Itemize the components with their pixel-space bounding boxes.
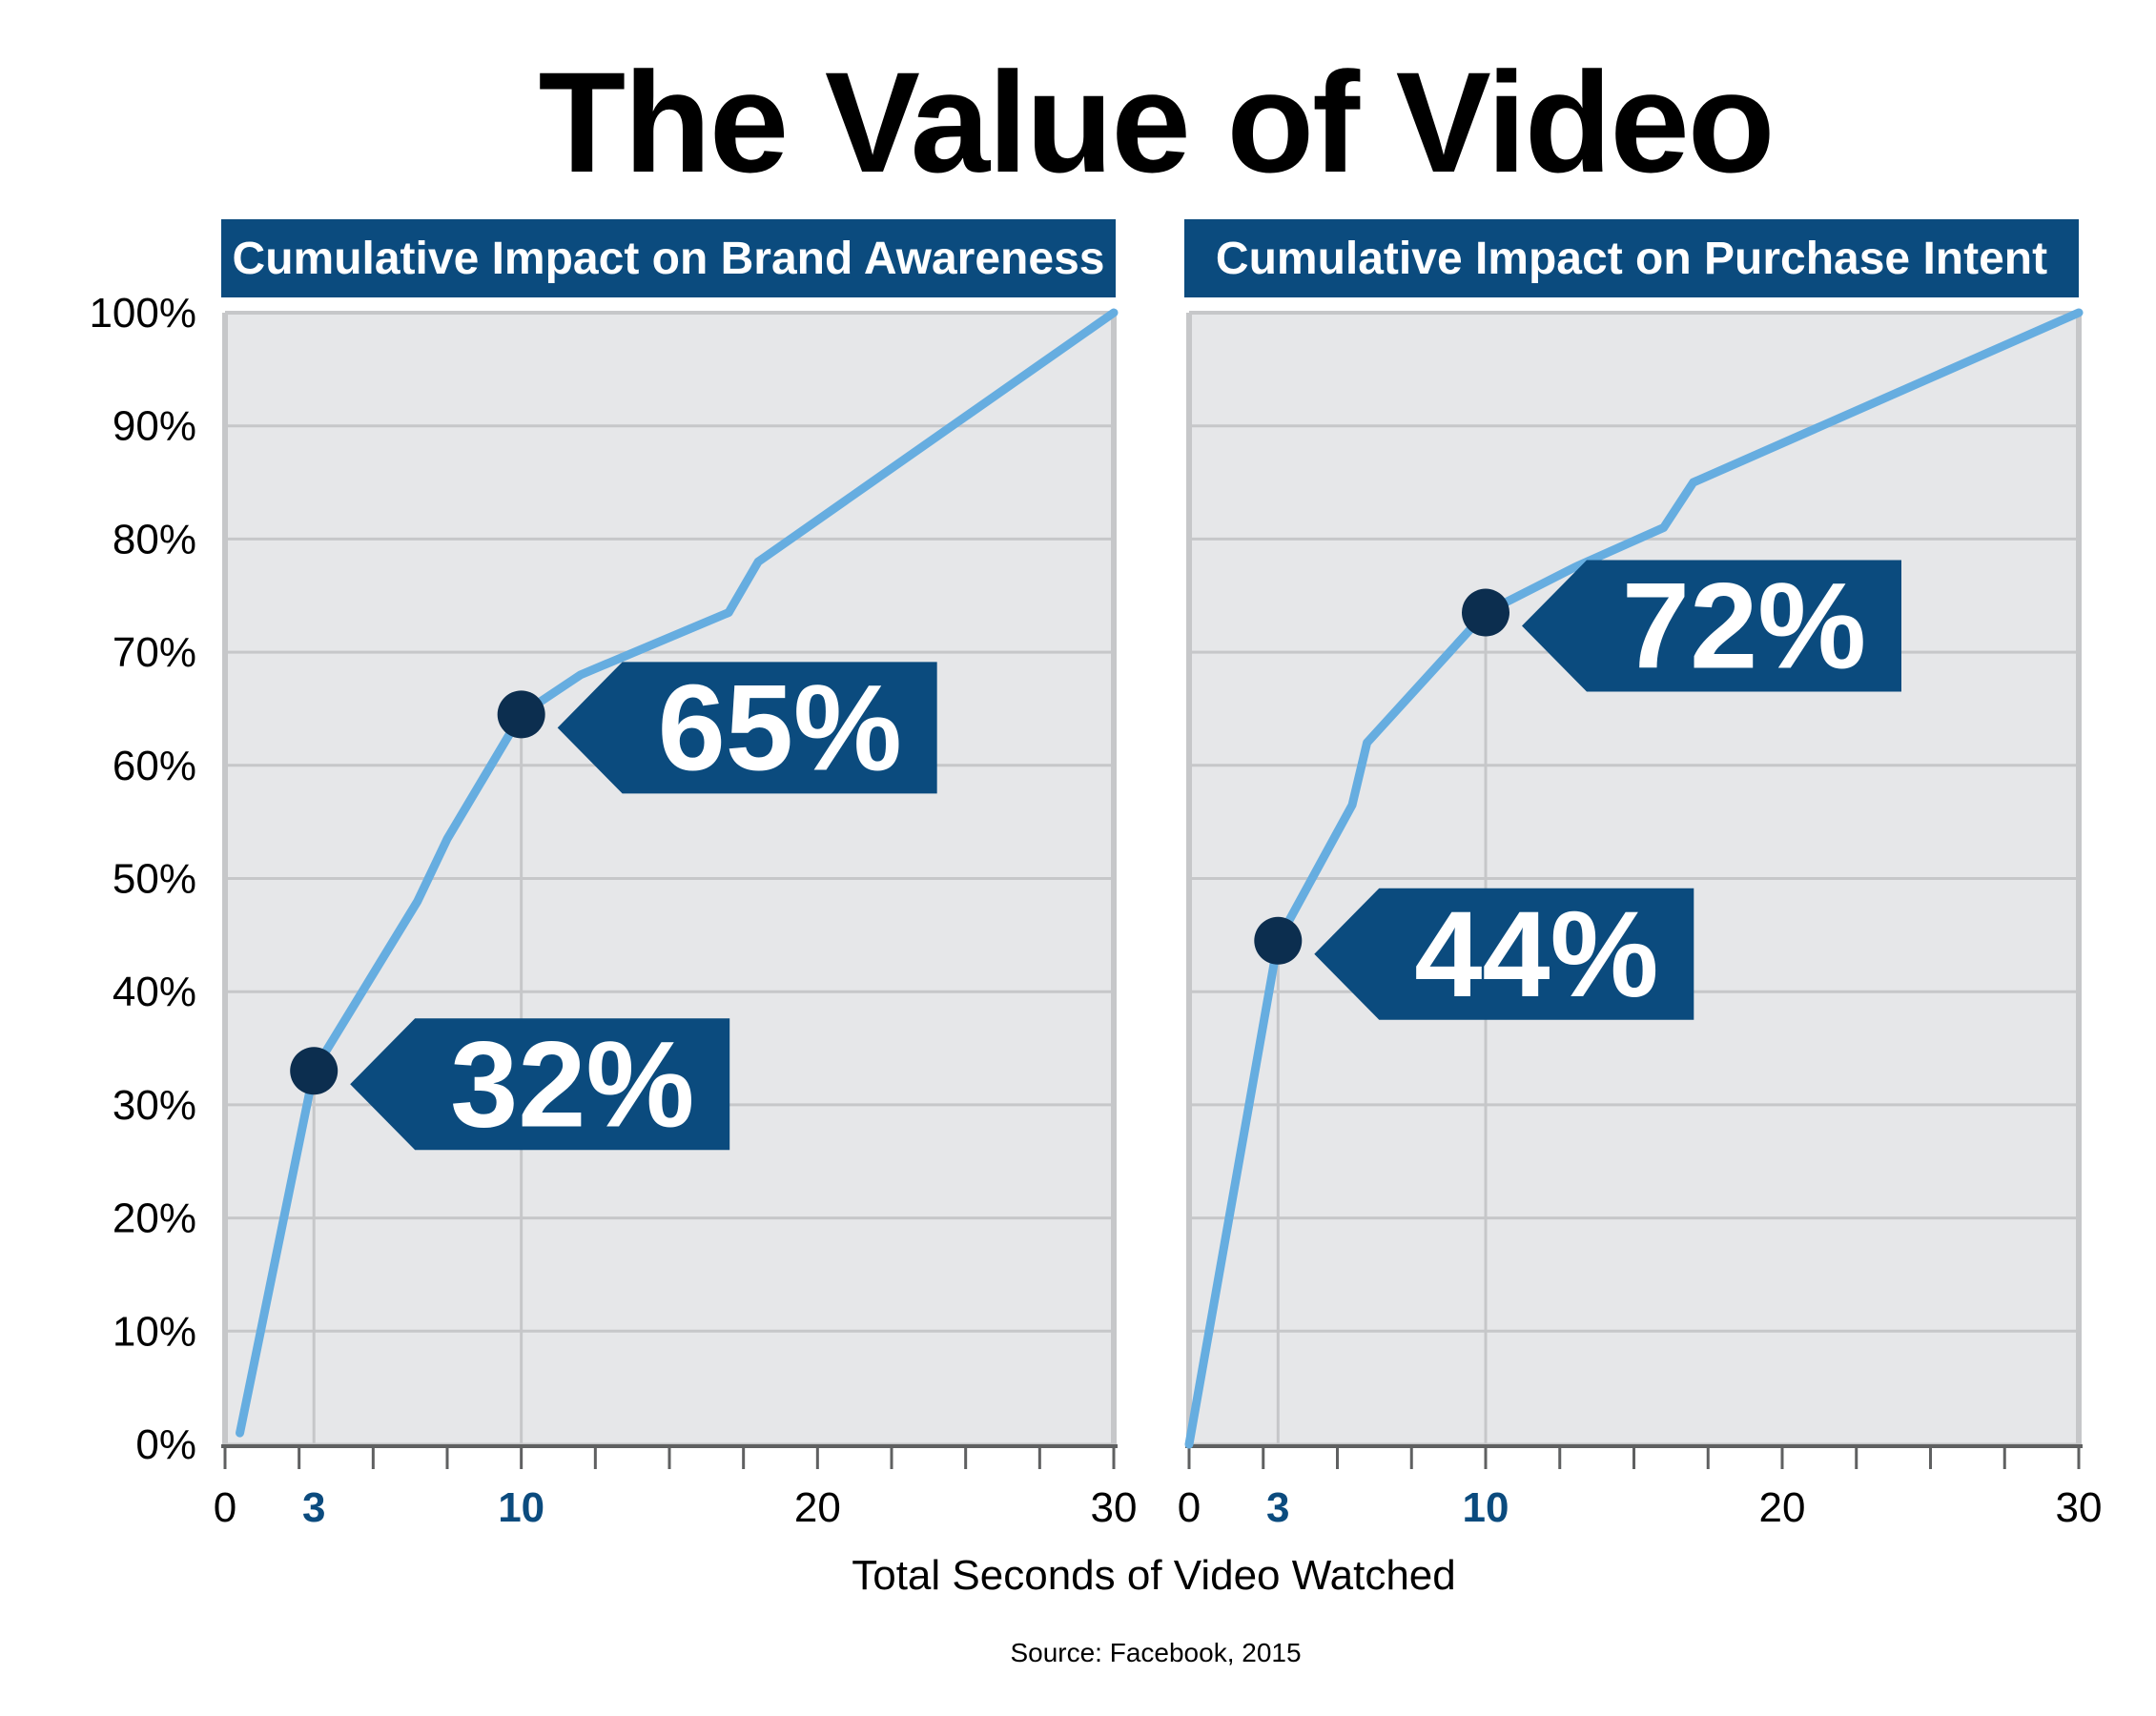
chart-panel-2: Cumulative Impact on Purchase Intent 0 10 2…	[1178, 219, 2103, 1531]
y-tick-label: 20%	[113, 1195, 196, 1242]
callout-label: 44%	[1414, 887, 1658, 1023]
source-note: Source: Facebook, 2015	[1010, 1638, 1301, 1667]
callout-marker	[290, 1047, 339, 1095]
x-tick-label: 30	[1091, 1484, 1138, 1531]
callout-box	[350, 1018, 730, 1151]
y-tick-label: 70%	[113, 629, 196, 676]
y-tick-label: 30%	[113, 1082, 196, 1129]
callout-marker	[1462, 588, 1509, 637]
chart-panel-1: Cumulative Impact on Brand Awareness 0 10 2…	[89, 219, 1137, 1531]
x-axis-label: Total Seconds of Video Watched	[852, 1552, 1456, 1599]
panel-header	[1184, 219, 2079, 297]
x-tick-label: 20	[1759, 1484, 1806, 1531]
panel-header	[221, 219, 1116, 297]
y-tick-label: 0%	[135, 1421, 196, 1468]
chart-title: The Value of Video	[539, 42, 1774, 202]
callout-label: 72%	[1622, 559, 1866, 695]
callout-label: 65%	[658, 660, 902, 796]
y-tick-label: 90%	[113, 403, 196, 450]
callout-marker	[497, 690, 545, 739]
callout-box	[557, 662, 937, 794]
y-tick-label: 80%	[113, 516, 196, 562]
y-tick-label: 50%	[113, 856, 196, 903]
x-tick-label: 20	[794, 1484, 841, 1531]
x-tick-label: 30	[2056, 1484, 2103, 1531]
panel-title: Cumulative Impact on Brand Awareness	[233, 234, 1105, 284]
x-tick-label: 10	[498, 1484, 544, 1531]
callout-box	[1522, 560, 1901, 692]
y-tick-label: 40%	[113, 969, 196, 1015]
callout-box	[1314, 888, 1694, 1020]
y-tick-label: 60%	[113, 743, 196, 789]
y-tick-label: 10%	[113, 1308, 196, 1355]
x-tick-label: 0	[214, 1484, 236, 1531]
y-tick-label: 100%	[89, 290, 196, 337]
x-tick-label-highlight: 3	[302, 1484, 325, 1531]
panel-title: Cumulative Impact on Purchase Intent	[1216, 234, 2047, 284]
x-tick-label: 10	[1463, 1484, 1509, 1531]
callout-marker	[1254, 916, 1303, 965]
x-tick-label: 0	[1178, 1484, 1201, 1531]
chart-panels: Cumulative Impact on Brand Awareness 0 10 2…	[89, 219, 2102, 1531]
callout-label: 32%	[450, 1016, 694, 1153]
x-tick-label-highlight: 3	[1266, 1484, 1289, 1531]
